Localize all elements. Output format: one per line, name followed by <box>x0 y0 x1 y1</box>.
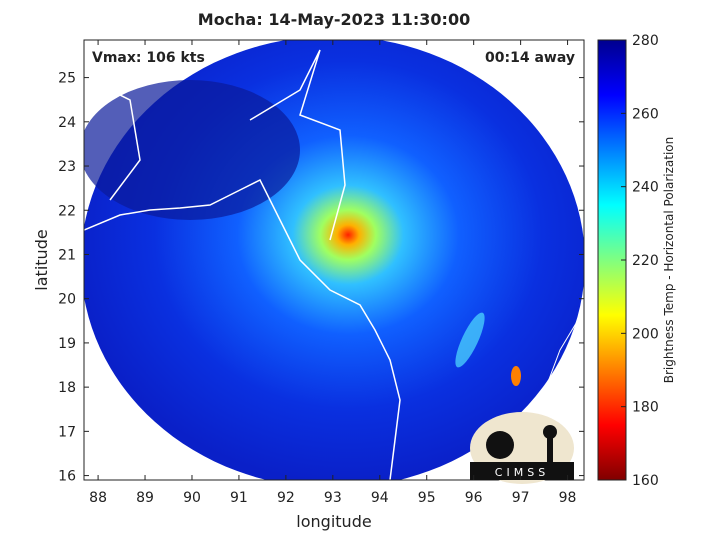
y-tick-label: 23 <box>58 159 76 175</box>
y-tick-label: 20 <box>58 292 76 308</box>
y-tick-label: 18 <box>58 380 76 396</box>
logo-text: CIMSS <box>495 466 549 479</box>
x-tick-label: 97 <box>512 490 530 506</box>
colorbar-label: Brightness Temp - Horizontal Polarizatio… <box>662 137 676 384</box>
x-tick-label: 88 <box>89 490 107 506</box>
colorbar-tick-label: 200 <box>632 326 659 342</box>
y-tick-label: 21 <box>58 247 76 263</box>
x-tick-label: 93 <box>324 490 342 506</box>
x-tick-label: 95 <box>418 490 436 506</box>
x-tick-label: 91 <box>230 490 248 506</box>
chart-title: Mocha: 14-May-2023 11:30:00 <box>198 10 470 29</box>
y-tick-label: 22 <box>58 203 76 219</box>
plot-frame <box>83 39 585 481</box>
y-axis-label: latitude <box>32 229 51 290</box>
colorbar-tick-label: 240 <box>632 180 659 196</box>
colorbar-tick-label: 260 <box>632 106 659 122</box>
x-tick-label: 89 <box>136 490 154 506</box>
y-tick-label: 17 <box>58 424 76 440</box>
x-tick-label: 92 <box>277 490 295 506</box>
colorbar-tick-label: 280 <box>632 33 659 49</box>
y-tick-label: 16 <box>58 469 76 485</box>
annotation: Vmax: 106 kts <box>92 50 205 66</box>
colorbar-tick-label: 160 <box>632 473 659 489</box>
imagery <box>84 40 584 480</box>
x-axis-label: longitude <box>296 512 371 531</box>
x-tick-label: 98 <box>559 490 577 506</box>
x-tick-label: 96 <box>465 490 483 506</box>
y-tick-label: 25 <box>58 71 76 87</box>
y-tick-label: 24 <box>58 115 76 131</box>
y-tick-label: 19 <box>58 336 76 352</box>
colorbar-tick-label: 180 <box>632 400 659 416</box>
colorbar-tick-label: 220 <box>632 253 659 269</box>
logo: CIMSS <box>470 412 574 484</box>
x-tick-label: 90 <box>183 490 201 506</box>
annotation: 00:14 away <box>485 50 575 66</box>
x-tick-label: 94 <box>371 490 389 506</box>
